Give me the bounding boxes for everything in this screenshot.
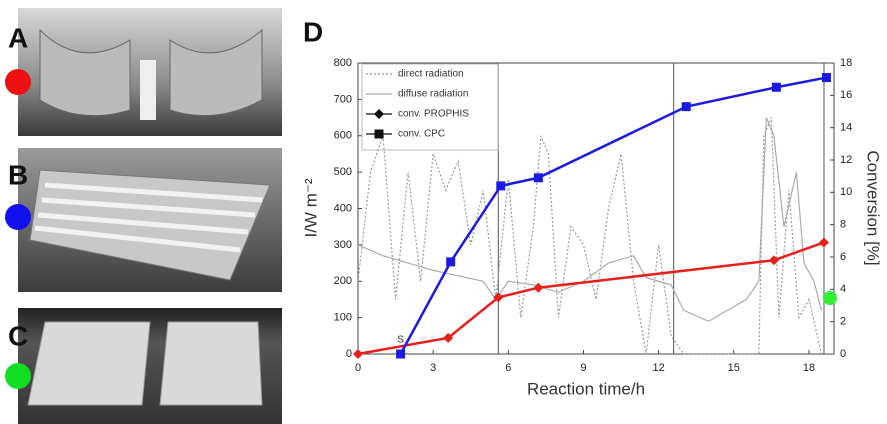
series-line: [357, 117, 823, 322]
annotation: S: [397, 335, 404, 346]
y-tick-label: 600: [334, 130, 352, 142]
y2-tick-label: 18: [840, 57, 852, 69]
photo-b: [18, 148, 282, 292]
panel-label: D: [303, 16, 323, 47]
photo-c: [18, 308, 282, 424]
data-point: [821, 73, 831, 83]
y2-tick-label: 8: [840, 219, 846, 231]
data-point: [533, 173, 543, 183]
data-point: [493, 292, 504, 303]
y2-tick-label: 10: [840, 186, 852, 198]
x-tick-label: 12: [653, 362, 665, 374]
data-point: [396, 349, 406, 359]
panel-label: C: [8, 320, 28, 351]
data-point: [443, 332, 454, 343]
x-tick-label: 18: [803, 362, 815, 374]
data-point: [681, 102, 691, 112]
legend-label: conv. PROPHIS: [398, 109, 469, 120]
data-point: [771, 82, 781, 92]
y2-tick-label: 12: [840, 154, 852, 166]
photo-a: [18, 8, 282, 136]
y-tick-label: 400: [334, 202, 352, 214]
x-tick-label: 6: [505, 362, 511, 374]
plot: 0 3 6 9 12 15 18 0 100 200 300 400 500 600 700 800 0 2 4 6 8…: [334, 57, 853, 374]
x-tick-label: 15: [728, 362, 740, 374]
data-point: [446, 257, 456, 267]
marker-dot: [5, 204, 31, 230]
y-tick-label: 0: [346, 348, 352, 360]
marker-dot: [5, 363, 31, 389]
marker-dot: [823, 291, 837, 305]
legend-label: conv. CPC: [398, 129, 445, 140]
legend-label: direct radiation: [398, 69, 464, 80]
data-point: [374, 129, 384, 139]
y-tick-label: 300: [334, 239, 352, 251]
y2-tick-label: 16: [840, 89, 852, 101]
x-tick-label: 0: [355, 362, 361, 374]
data-point: [374, 109, 384, 119]
series-line: [357, 241, 825, 356]
y2-tick-label: 6: [840, 251, 846, 263]
x-tick-label: 9: [580, 362, 586, 374]
data-point: [496, 181, 506, 191]
y2-tick-label: 0: [840, 348, 846, 360]
x-tick-label: 3: [430, 362, 436, 374]
panel-label: A: [8, 22, 28, 53]
y-tick-label: 700: [334, 93, 352, 105]
marker-dot: [5, 69, 31, 95]
y2-tick-label: 14: [840, 122, 852, 134]
x-axis-label: Reaction time/h: [527, 379, 645, 398]
y-tick-label: 800: [334, 57, 352, 69]
y2-axis-label: Conversion [%]: [864, 150, 883, 265]
data-point: [768, 255, 779, 266]
y2-tick-label: 4: [840, 283, 846, 295]
y-axis-label: I/W m⁻²: [301, 178, 320, 237]
data-point: [818, 237, 829, 248]
y-tick-label: 100: [334, 312, 352, 324]
legend-box: [361, 63, 499, 151]
data-point: [353, 349, 363, 359]
data-point: [533, 282, 544, 293]
y2-tick-label: 2: [840, 316, 846, 328]
y-tick-label: 200: [334, 275, 352, 287]
panel-label: B: [8, 159, 28, 190]
legend-label: diffuse radiation: [398, 89, 468, 100]
y-tick-label: 500: [334, 166, 352, 178]
